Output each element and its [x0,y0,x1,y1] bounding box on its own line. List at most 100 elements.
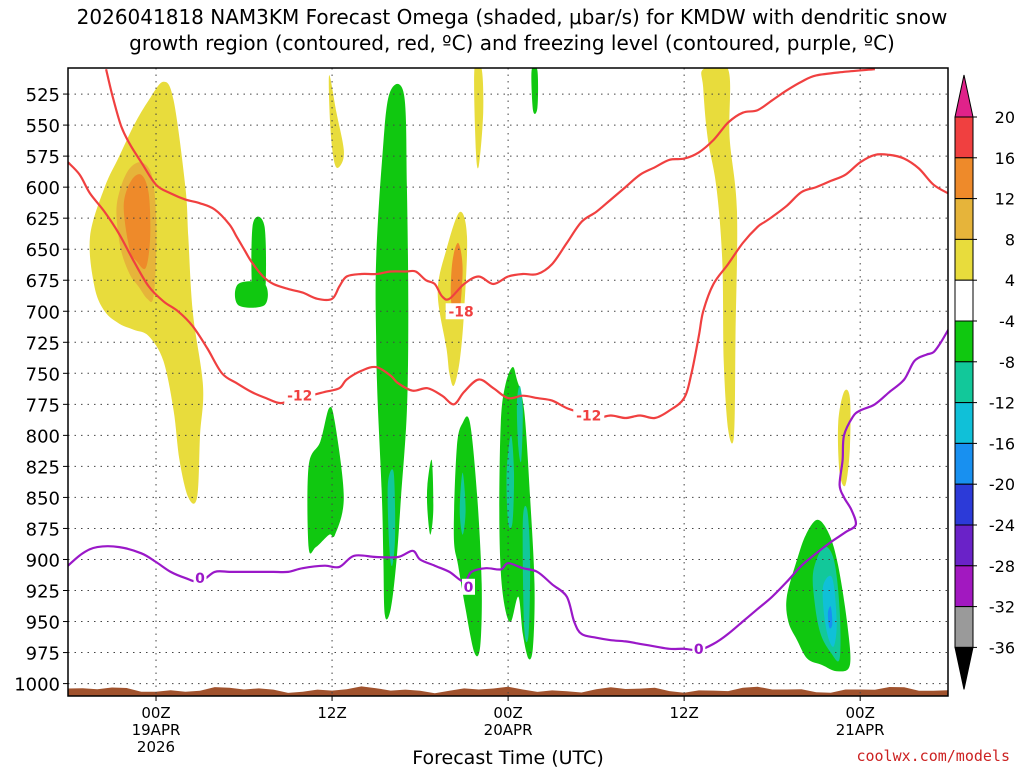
y-tick-label: 750 [26,364,60,385]
x-axis-label: Forecast Time (UTC) [412,747,603,768]
contour-label: -12 [576,409,601,425]
y-tick-label: 925 [26,582,60,603]
omega-region-19 [516,385,523,463]
colorbar-bin [954,279,974,322]
colorbar-label: -20 [989,475,1015,494]
y-tick-label: 575 [26,147,60,168]
omega-region-20 [522,505,531,643]
contour-label-bg [445,303,477,320]
colorbar-label: -4 [999,312,1015,331]
contour-label: -12 [287,389,312,405]
colorbar-bin [954,116,974,159]
y-axis: 525 550 575 600 625 650 675 700 725 750 775 800 825 8… [14,85,68,696]
omega-region-21 [531,68,539,114]
y-tick-label: 550 [26,116,60,137]
x-tick-label: 2026 [137,738,175,756]
colorbar-label: 20 [995,108,1015,127]
y-tick-label: 800 [26,426,60,447]
colorbar-label: -28 [989,557,1015,576]
omega-region-15 [453,416,482,657]
colorbar-bin [954,442,974,485]
contour-label-bg [193,570,207,587]
y-tick-label: 900 [26,550,60,571]
x-tick-label: 19APR [132,721,181,739]
omega-region-3 [328,75,344,168]
y-tick-label: 675 [26,271,60,292]
colorbar: 20 16 12 8 4 -4 -8 -12 -16 -20 -24 -28 -32 -36 [954,74,1015,690]
y-tick-label: 950 [26,613,60,634]
y-tick-label: 525 [26,85,60,106]
omega-region-13 [387,469,396,567]
contour-dendritic-minus-18-upper [68,153,948,420]
omega-region-14 [426,459,434,535]
omega-region-16 [459,472,466,535]
omega-region-25 [827,606,833,629]
omega-shading [89,68,851,672]
colorbar-label: -24 [989,516,1015,535]
credit-text: coolwx.com/models [856,747,1010,765]
colorbar-label: -32 [989,598,1015,617]
colorbar-label: 16 [995,149,1015,168]
y-tick-label: 700 [26,302,60,323]
omega-region-10 [251,216,267,307]
ground-layer [68,686,948,696]
colorbar-bin [954,361,974,404]
x-tick-label: 00Z [845,704,874,722]
contour-label: 0 [464,580,474,596]
colorbar-bin [954,198,974,240]
omega-region-11 [307,407,344,554]
colorbar-top-arrow [954,74,974,118]
y-tick-label: 825 [26,457,60,478]
colorbar-label: -16 [989,434,1015,453]
colorbar-bin [954,320,974,363]
colorbar-bottom-arrow [954,646,974,690]
x-tick-label: 12Z [669,704,698,722]
colorbar-label: -8 [999,353,1015,372]
y-tick-label: 975 [26,644,60,665]
grid-layer [68,68,948,696]
contour-layer [68,68,948,652]
y-tick-label: 725 [26,333,60,354]
y-tick-label: 600 [26,178,60,199]
colorbar-bin [954,524,974,567]
colorbar-label: 4 [1005,271,1015,290]
contour-label: -18 [449,304,474,320]
contour-dendritic-minus-12-lower [105,68,876,302]
contour-label: 0 [694,642,704,658]
colorbar-bin [954,606,974,648]
colorbar-label: -12 [989,394,1015,413]
contour-label-bg [284,387,316,404]
colorbar-label: 12 [995,190,1015,209]
omega-region-5 [450,242,463,319]
colorbar-bin [954,402,974,444]
y-tick-label: 625 [26,209,60,230]
y-tick-label: 775 [26,395,60,416]
x-tick-label: 20APR [484,721,533,739]
contour-label-bg [461,578,475,595]
y-tick-label: 1000 [14,675,60,696]
omega-region-6 [474,68,484,169]
x-tick-label: 00Z [493,704,522,722]
chart-title-line-1: 2026041818 NAM3KM Forecast Omega (shaded… [76,5,948,29]
contour-label: 0 [195,571,205,587]
colorbar-bin [954,565,974,608]
y-tick-label: 875 [26,519,60,540]
contour-label-bg [692,640,706,657]
x-tick-label: 12Z [317,704,346,722]
contour-label-layer: -18 -12 -12 0 0 0 [193,303,706,658]
contour-freezing-level-0c [68,328,948,652]
x-tick-label: 21APR [836,721,885,739]
x-tick-label: 00Z [141,704,170,722]
colorbar-bin [954,157,974,200]
contour-label-bg [573,407,605,424]
colorbar-bin [954,483,974,526]
y-tick-label: 850 [26,488,60,509]
colorbar-bin [954,238,974,281]
omega-region-7 [701,68,738,444]
chart-title-line-2: growth region (contoured, red, ºC) and f… [129,31,895,55]
y-tick-label: 650 [26,240,60,261]
colorbar-label: -36 [989,638,1015,657]
chart-title: 2026041818 NAM3KM Forecast Omega (shaded… [0,4,1024,56]
